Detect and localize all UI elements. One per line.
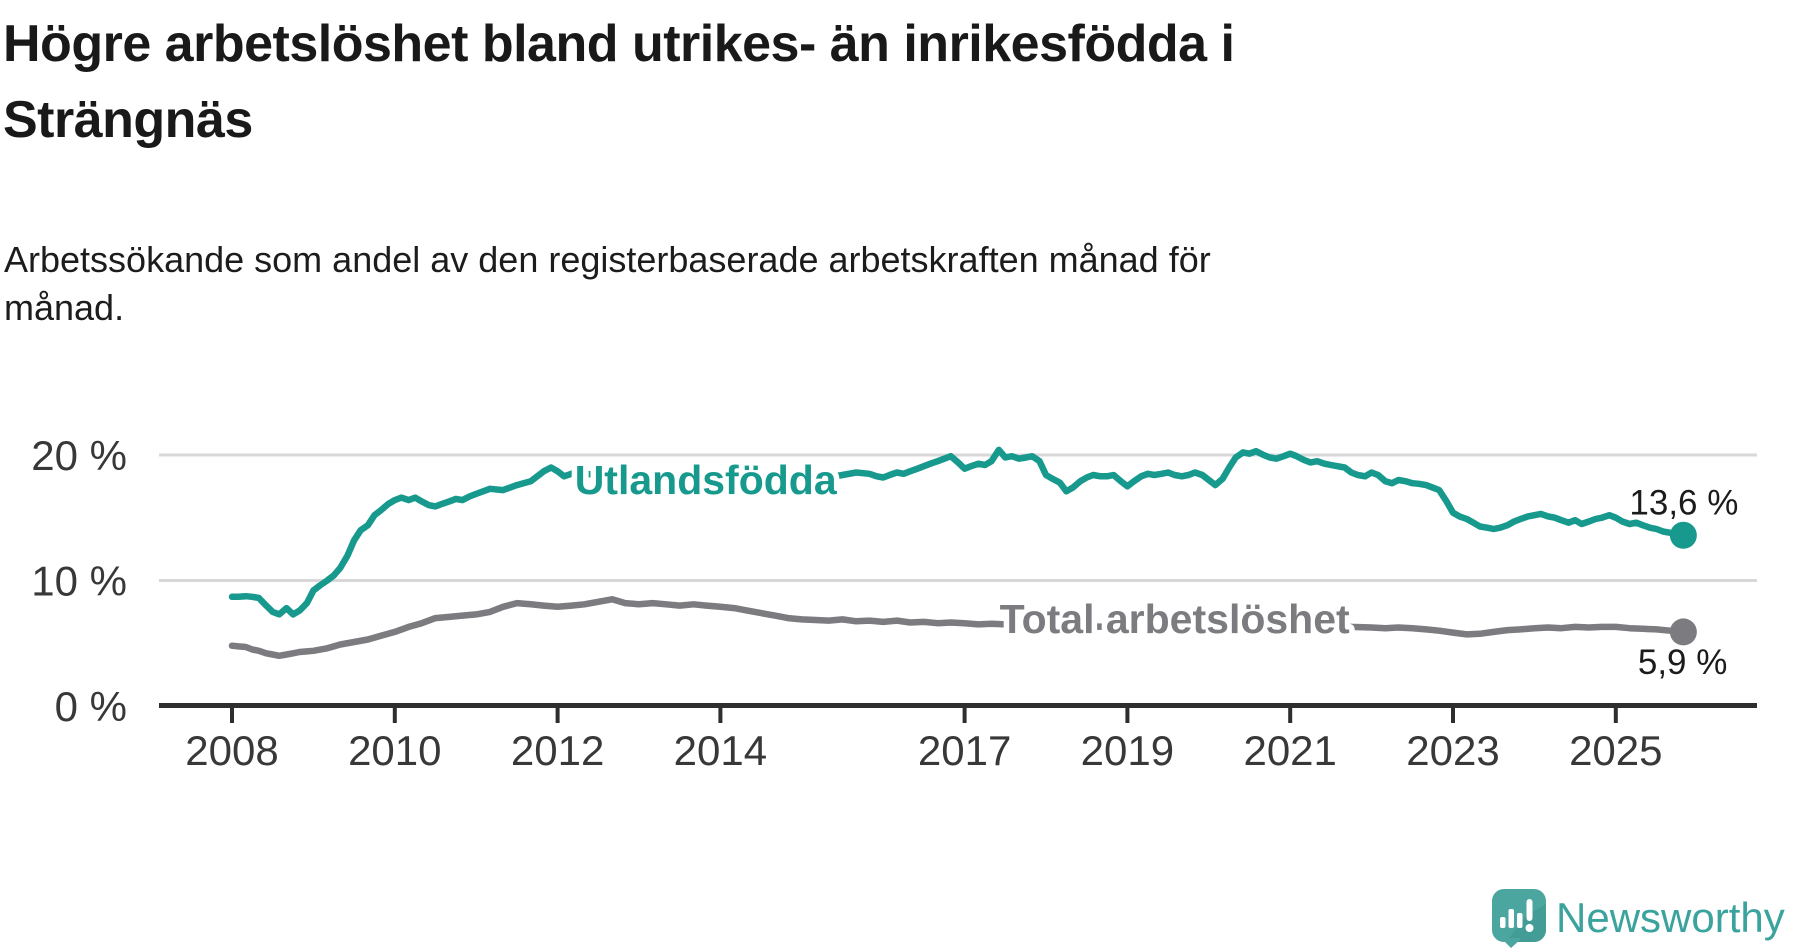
- series-end-value-total: 5,9 %: [1638, 643, 1728, 682]
- series-layer: [228, 446, 1697, 660]
- x-axis-tick-label: 2010: [348, 727, 441, 774]
- chart-title: Högre arbetslöshet bland utrikes- än inr…: [3, 6, 1235, 158]
- gridlines-layer: [159, 453, 1757, 582]
- chart-subtitle-line-1: Arbetssökande som andel av den registerb…: [4, 239, 1211, 280]
- logo-shadow-accent: [1506, 904, 1546, 942]
- series-line-total: [228, 596, 1687, 660]
- x-axis-tick-label: 2019: [1081, 727, 1174, 774]
- series-labels-layer: Utlandsfödda 13,6 % Total arbetslöshet 5,9 …: [569, 452, 1738, 682]
- series-end-value-utlandsfodda: 13,6 %: [1629, 483, 1738, 522]
- logo-bar-chart-icon: [1517, 913, 1523, 928]
- series-label-total: Total arbetslöshet: [1000, 596, 1350, 642]
- x-axis-tick-label: 2014: [674, 727, 767, 774]
- x-axis-tick-label: 2023: [1406, 727, 1499, 774]
- logo-bar-chart-icon: [1508, 909, 1514, 928]
- x-axis-tick-label: 2012: [511, 727, 604, 774]
- chart-title-line-1: Högre arbetslöshet bland utrikes- än inr…: [3, 15, 1235, 73]
- logo-bar-chart-icon: [1500, 917, 1506, 928]
- series-end-dot-total: [1669, 618, 1697, 646]
- newsworthy-logo: Newsworthy: [1492, 889, 1785, 948]
- x-axis-tick-label: 2017: [918, 727, 1011, 774]
- chart-subtitle: Arbetssökande som andel av den registerb…: [4, 236, 1211, 332]
- logo-bubble-tail: [1501, 938, 1522, 948]
- x-axis-tick-label: 2008: [185, 727, 278, 774]
- y-axis-tick-label: 20 %: [31, 432, 127, 479]
- y-axis-tick-label: 0 %: [55, 683, 127, 730]
- logo-exclamation-dot: [1525, 924, 1534, 932]
- x-axis-layer: 2008 2010 2012 2014 2017 2019 2021 2023 2025 0 % 1…: [31, 432, 1757, 774]
- logo-exclamation-icon: [1526, 899, 1533, 921]
- chart-title-line-2: Strängnäs: [3, 91, 253, 149]
- series-end-dot-utlandsfodda: [1669, 521, 1697, 549]
- series-line-utlandsfodda: [228, 446, 1687, 618]
- x-axis-tick-label: 2025: [1569, 727, 1662, 774]
- y-axis-tick-label: 10 %: [31, 557, 127, 604]
- series-label-utlandsfodda: Utlandsfödda: [575, 457, 838, 503]
- chart-subtitle-line-2: månad.: [4, 287, 125, 328]
- x-axis-tick-label: 2021: [1243, 727, 1336, 774]
- newsworthy-wordmark: Newsworthy: [1556, 894, 1785, 941]
